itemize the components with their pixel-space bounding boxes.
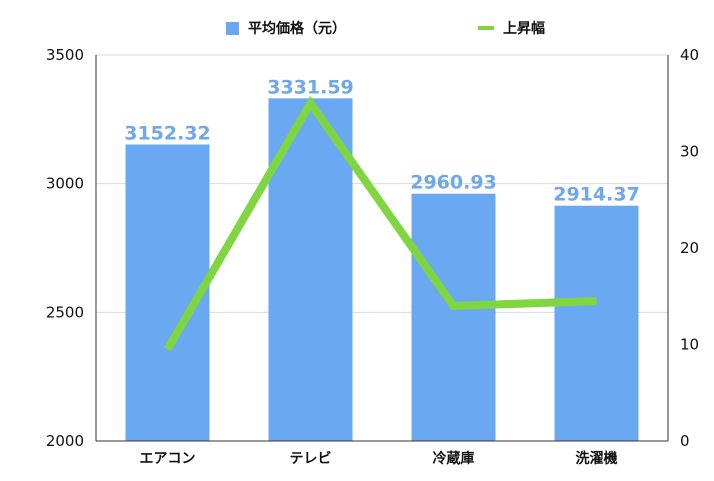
line-point [167,348,168,350]
bar [125,144,210,441]
line-series [164,95,597,352]
right-tick-label: 20 [680,239,699,257]
bar-series [125,98,639,441]
category-label: テレビ [290,451,332,467]
line-path [164,95,597,352]
right-tick-label: 30 [680,143,699,161]
bar-data-label: 2960.93 [410,172,497,194]
line-point [453,305,454,307]
line-point [310,102,311,104]
left-tick-label: 2500 [46,303,84,321]
right-tick-label: 0 [680,432,690,450]
bar-data-label: 3331.59 [267,76,354,98]
legend-line-label: 上昇幅 [503,20,545,37]
category-label: 冷蔵庫 [433,450,475,467]
bar-data-labels: 3152.32 3331.59 2960.93 2914.37 [124,76,640,205]
left-tick-label: 3500 [46,46,84,64]
left-axis-ticks: 2000 2500 3000 3500 [46,46,84,450]
legend-bar-label: 平均価格（元） [248,20,346,37]
category-label: 洗濯機 [576,450,618,467]
category-label: エアコン [140,451,196,467]
line-point [596,300,597,302]
category-labels: エアコン テレビ 冷蔵庫 洗濯機 [140,450,618,467]
right-axis-ticks: 0 10 20 30 40 [680,46,699,450]
bar-data-label: 2914.37 [553,184,640,206]
bar-data-label: 3152.32 [124,122,211,144]
left-tick-label: 2000 [46,432,84,450]
legend: 平均価格（元） 上昇幅 [226,20,545,37]
bar [554,205,639,441]
right-tick-label: 10 [680,336,699,354]
legend-bar-swatch [226,22,239,35]
left-tick-label: 3000 [46,175,84,193]
axes [95,55,669,442]
bar [411,193,496,441]
right-tick-label: 40 [680,46,699,64]
